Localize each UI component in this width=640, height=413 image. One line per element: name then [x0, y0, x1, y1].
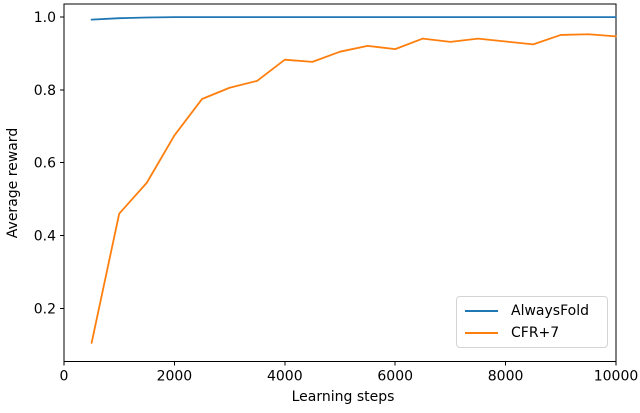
x-axis-label: Learning steps [291, 389, 395, 405]
x-tick-label: 2000 [157, 369, 193, 385]
y-tick-label: 1.0 [34, 10, 56, 26]
y-axis-label: Average reward [5, 127, 21, 239]
legend-label-cfr7: CFR+7 [511, 325, 560, 341]
x-tick-label: 0 [60, 369, 69, 385]
legend-label-alwaysfold: AlwaysFold [511, 303, 589, 319]
x-tick-label: 8000 [488, 369, 524, 385]
legend-entry-alwaysfold: AlwaysFold [465, 302, 599, 320]
legend: AlwaysFold CFR+7 [456, 296, 608, 348]
y-tick-label: 0.4 [34, 229, 56, 245]
legend-line-swatch-alwaysfold [465, 310, 498, 312]
series-line-cfr-7 [90, 33, 617, 344]
plot-border [63, 3, 617, 362]
y-tick-label: 0.8 [34, 83, 56, 99]
x-tick-label: 10000 [594, 369, 639, 385]
legend-entry-cfr7: CFR+7 [465, 324, 599, 342]
y-tick-label: 0.2 [34, 301, 56, 317]
x-tick-label: 6000 [377, 369, 413, 385]
series-line-alwaysfold [90, 16, 617, 21]
legend-line-swatch-cfr7 [465, 332, 498, 334]
y-tick-label: 0.6 [34, 156, 56, 172]
x-tick-label: 4000 [267, 369, 303, 385]
